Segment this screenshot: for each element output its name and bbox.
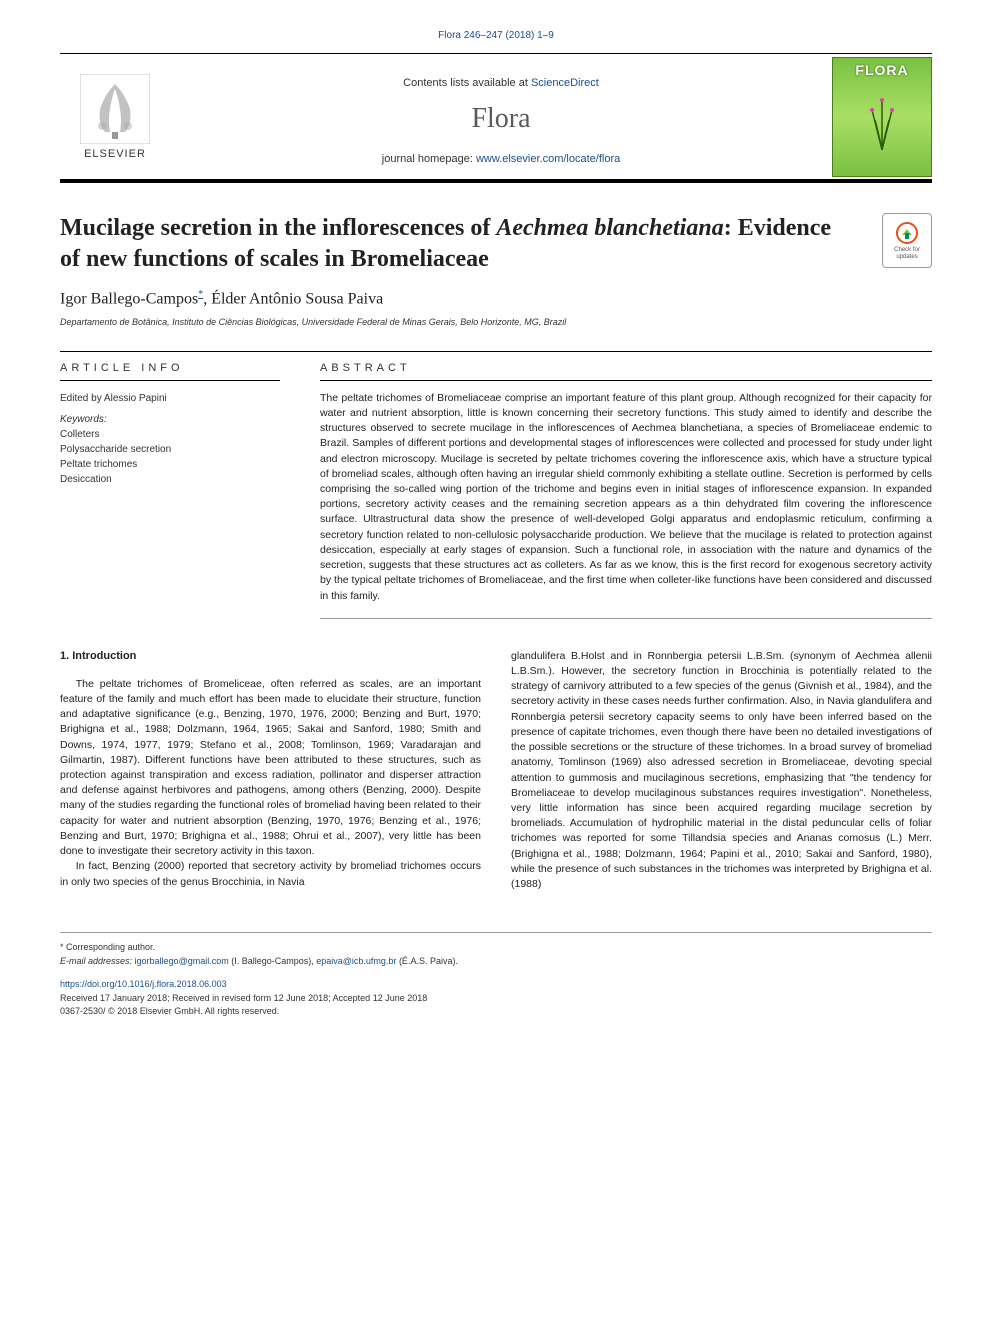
title-species: Aechmea blanchetiana [496,215,723,241]
crossmark-icon [895,221,919,245]
contents-available-line: Contents lists available at ScienceDirec… [170,77,832,89]
email-line: E-mail addresses: igorballego@gmail.com … [60,955,932,969]
elsevier-logo[interactable]: ELSEVIER [60,57,170,177]
copyright-line: 0367-2530/ © 2018 Elsevier GmbH. All rig… [60,1005,932,1019]
article-info-body: Edited by Alessio Papini Keywords: Colle… [60,391,280,487]
elsevier-name: ELSEVIER [84,148,146,160]
affiliation: Departamento de Botânica, Instituto de C… [60,317,932,327]
cover-plant-icon [857,78,907,172]
email-1[interactable]: igorballego@gmail.com [135,956,229,966]
keywords-head: Keywords: [60,412,280,427]
email-2[interactable]: epaiva@icb.ufmg.br [316,956,396,966]
abstract-head: ABSTRACT [320,352,932,381]
footer-block: * Corresponding author. E-mail addresses… [60,932,932,1019]
homepage-link[interactable]: www.elsevier.com/locate/flora [476,153,620,165]
doi-link[interactable]: https://doi.org/10.1016/j.flora.2018.06.… [60,979,227,989]
email-label: E-mail addresses: [60,956,135,966]
body-column-right: glandulifera B.Holst and in Ronnbergia p… [511,649,932,893]
intro-head: 1. Introduction [60,649,481,665]
check-updates-label: Check for updates [883,247,931,260]
intro-p3: glandulifera B.Holst and in Ronnbergia p… [511,649,932,893]
doi-line: https://doi.org/10.1016/j.flora.2018.06.… [60,978,932,992]
header-center: Contents lists available at ScienceDirec… [170,69,832,165]
edited-by: Edited by Alessio Papini [60,391,280,406]
abstract-col: ABSTRACT The peltate trichomes of Bromel… [320,352,932,619]
elsevier-tree-icon [80,74,150,144]
abstract-rule [320,618,932,619]
received-line: Received 17 January 2018; Received in re… [60,992,932,1006]
author-1: Igor Ballego-Campos [60,291,198,308]
citation-header: Flora 246–247 (2018) 1–9 [60,30,932,41]
check-updates-button[interactable]: Check for updates [882,213,932,268]
article-info-col: ARTICLE INFO Edited by Alessio Papini Ke… [60,352,280,619]
title-pre: Mucilage secretion in the inflorescences… [60,215,496,241]
keyword-4: Desiccation [60,472,280,487]
keyword-2: Polysaccharide secretion [60,442,280,457]
journal-header-band: ELSEVIER Contents lists available at Sci… [60,53,932,183]
article-title: Mucilage secretion in the inflorescences… [60,213,932,275]
authors-line: Igor Ballego-Campos*, Élder Antônio Sous… [60,289,932,308]
cover-title: FLORA [855,62,908,78]
email-1-who: (I. Ballego-Campos), [229,956,317,966]
article-info-head: ARTICLE INFO [60,352,280,381]
journal-cover-thumb[interactable]: FLORA [832,57,932,177]
author-2: , Élder Antônio Sousa Paiva [203,291,383,308]
sciencedirect-link[interactable]: ScienceDirect [531,77,599,89]
homepage-line: journal homepage: www.elsevier.com/locat… [170,153,832,165]
body-columns: 1. Introduction The peltate trichomes of… [60,649,932,893]
journal-name: Flora [170,103,832,135]
intro-p1: The peltate trichomes of Bromeliceae, of… [60,677,481,860]
body-column-left: 1. Introduction The peltate trichomes of… [60,649,481,893]
intro-p2: In fact, Benzing (2000) reported that se… [60,859,481,889]
homepage-prefix: journal homepage: [382,153,476,165]
corresponding-note: * Corresponding author. [60,941,932,955]
keyword-1: Colleters [60,427,280,442]
contents-prefix: Contents lists available at [403,77,531,89]
info-abstract-row: ARTICLE INFO Edited by Alessio Papini Ke… [60,351,932,619]
abstract-text: The peltate trichomes of Bromeliaceae co… [320,391,932,604]
title-block: Mucilage secretion in the inflorescences… [60,213,932,275]
email-2-who: (É.A.S. Paiva). [396,956,458,966]
keyword-3: Peltate trichomes [60,457,280,472]
